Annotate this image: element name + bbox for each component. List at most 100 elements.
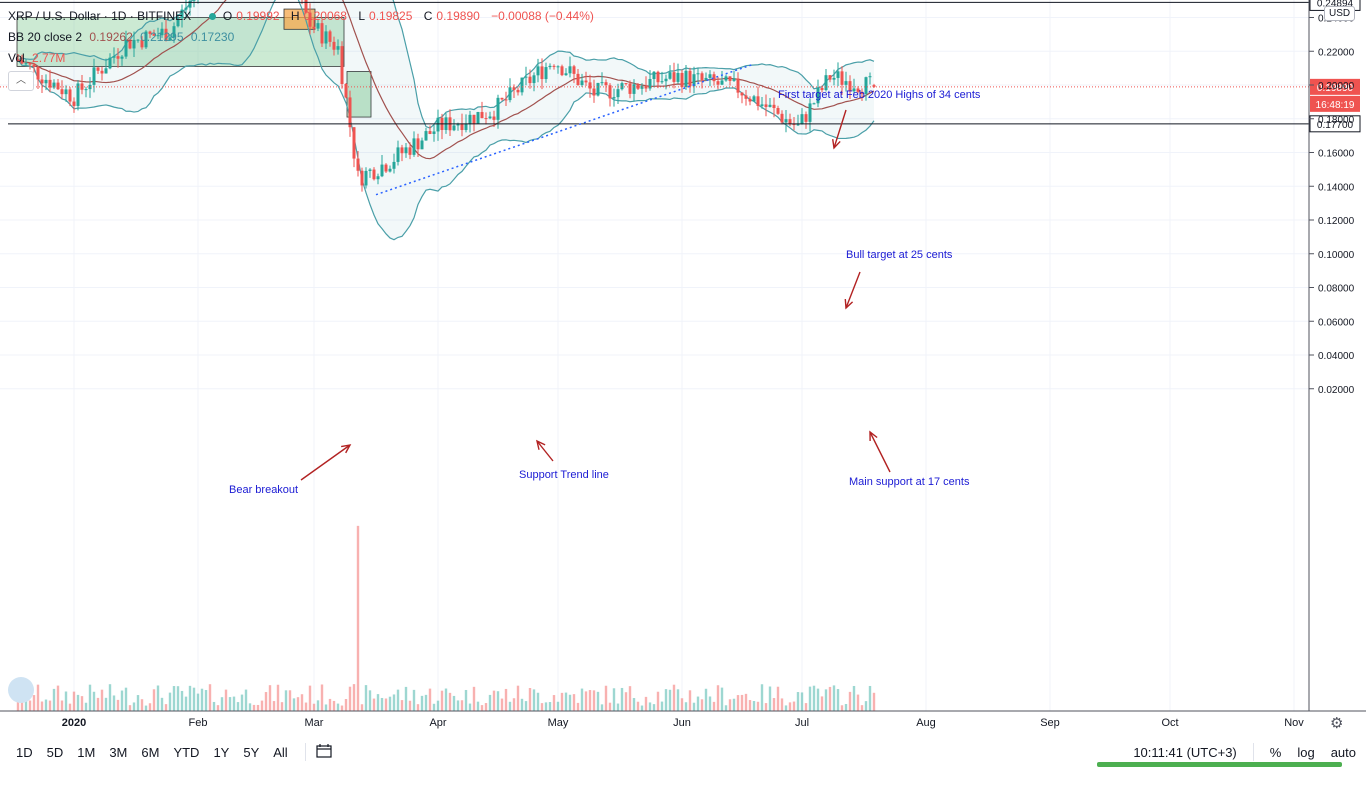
volume-bar [108,684,112,711]
percent-toggle[interactable]: % [1269,744,1282,760]
volume-bar [332,700,336,711]
candle-body [776,108,780,114]
volume-bar [824,689,828,711]
log-toggle[interactable]: log [1297,744,1315,760]
candle-body [16,59,20,61]
candle-body [320,23,324,44]
candle-body [824,75,828,91]
volume-bar [836,689,840,711]
volume-bar [600,704,604,711]
volume-bar [616,703,620,711]
volume-bar [728,699,732,711]
toolbar-divider-right [1252,743,1254,761]
volume-bar [204,690,208,711]
candle-body [564,73,568,76]
volume-bar [328,698,332,711]
symbol-legend: XRP / U.S. Dollar · 1D · BITFINEX O 0.199… [8,9,598,23]
bb-legend[interactable]: BB 20 close 2 0.19262 0.21295 0.17230 [8,30,238,44]
volume-bar [116,699,120,711]
timeframe-1d[interactable]: 1D [16,744,33,760]
candle-body [376,176,380,180]
volume-bar [684,702,688,711]
volume-bar [672,684,676,711]
timeframe-ytd[interactable]: YTD [173,744,200,760]
volume-bar [272,701,276,711]
volume-bar [172,686,176,711]
clock-display[interactable]: 10:11:41 (UTC+3) [1133,744,1237,760]
currency-button[interactable]: USD [1324,6,1356,21]
candle-body [740,92,744,96]
candle-body [864,77,868,94]
candle-body [384,164,388,172]
volume-bar [468,703,472,711]
volume-bar [812,685,816,711]
symbol-title[interactable]: XRP / U.S. Dollar · 1D · BITFINEX [8,9,192,23]
volume-bar [760,684,764,711]
timeframe-5y[interactable]: 5Y [243,744,260,760]
candle-body [632,84,636,94]
settings-gear-icon[interactable]: ⚙ [1330,715,1344,732]
candle-body [756,96,760,106]
candle-body [120,56,124,59]
candle-body [148,31,152,34]
volume-bar [132,702,136,711]
volume-bar [512,698,516,711]
volume-bar [648,702,652,711]
volume-bar [324,704,328,711]
volume-bar [736,695,740,711]
vol-label: Vol [8,51,25,65]
candle-body [820,88,824,91]
volume-bar [752,701,756,711]
annotation-arrow [833,109,847,149]
volume-bar [548,702,552,711]
timeframe-6m[interactable]: 6M [141,744,160,760]
volume-bar [236,702,240,711]
candle-body [636,84,640,89]
timeframe-3m[interactable]: 3M [109,744,128,760]
volume-bar [528,687,532,711]
volume-bar [768,686,772,711]
candle-body [784,119,788,123]
x-tick-label: 2020 [62,717,86,729]
volume-bar [224,689,228,711]
volume-bar [104,697,108,711]
volume-bar [384,698,388,711]
candle-body [116,56,120,59]
auto-toggle[interactable]: auto [1330,744,1356,760]
volume-bar [636,701,640,711]
timeframe-5d[interactable]: 5D [46,744,64,760]
calendar-range-icon[interactable] [316,743,332,761]
candle-body [508,87,512,101]
candle-body [140,39,144,48]
volume-bar [856,694,860,711]
candle-body [544,67,548,80]
candle-body [624,83,628,85]
volume-bar [848,691,852,711]
y-tick-label: 0.04000 [1318,351,1355,362]
volume-bars [16,525,876,711]
volume-bar [412,689,416,711]
candle-body [724,76,728,81]
candle-body [692,74,696,87]
candle-body [52,82,56,88]
timeframe-all[interactable]: All [273,744,288,760]
candle-body [792,123,796,126]
volume-bar [792,701,796,711]
candle-body [464,124,468,131]
timeframe-1m[interactable]: 1M [77,744,96,760]
timeframe-1y[interactable]: 1Y [213,744,230,760]
candle-body [596,82,600,96]
bb-label: BB 20 close 2 [8,30,83,44]
candle-body [416,138,420,150]
volume-bar [160,697,164,711]
tradingview-logo-icon[interactable] [8,677,34,703]
candle-body [496,97,500,120]
candle-body [532,75,536,84]
collapse-legend-button[interactable]: ︿ [8,71,34,91]
candle-body [84,89,88,91]
volume-legend[interactable]: Vol 2.77M [8,51,69,65]
candle-body [744,95,748,99]
annotation-text: Bull target at 25 cents [846,249,953,261]
